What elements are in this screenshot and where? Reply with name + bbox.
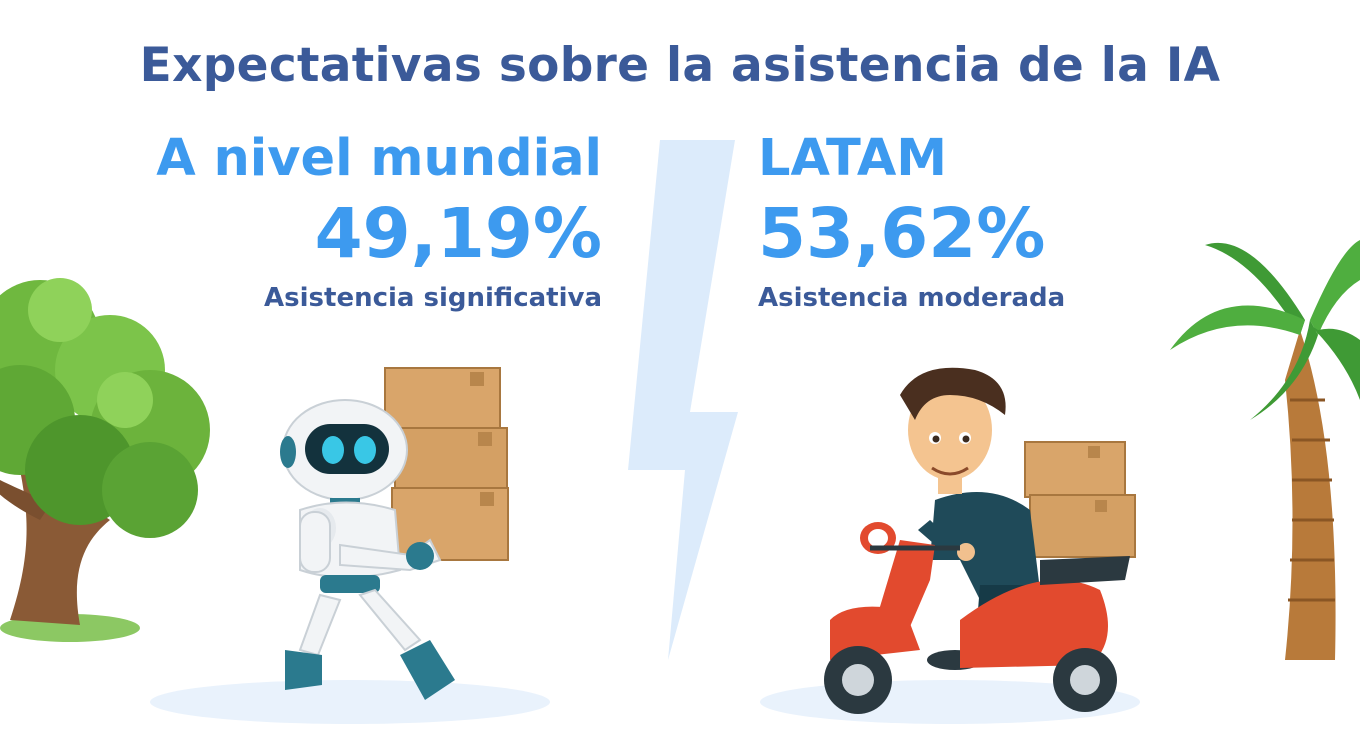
latam-assistance-label: Asistencia moderada xyxy=(758,283,1066,313)
global-stat-block: A nivel mundial 49,19% Asistencia signif… xyxy=(120,128,602,316)
latam-region-label: LATAM xyxy=(758,129,948,188)
tree-icon xyxy=(0,278,210,642)
latam-percentage: 53,62% xyxy=(758,194,1046,274)
latam-stat-block: LATAM 53,62% Asistencia moderada xyxy=(758,128,1218,316)
global-region-label: A nivel mundial xyxy=(156,129,602,188)
lightning-bolt-icon xyxy=(628,140,738,660)
page-title: Expectativas sobre la asistencia de la I… xyxy=(139,38,1221,93)
global-assistance-label: Asistencia significativa xyxy=(264,283,602,313)
boxes-icon xyxy=(384,367,509,561)
ground-shadow-left xyxy=(150,680,550,724)
global-percentage: 49,19% xyxy=(314,194,602,274)
robot-icon xyxy=(280,399,455,700)
scooter-icon xyxy=(824,522,1130,714)
palm-tree-icon xyxy=(1170,240,1360,660)
